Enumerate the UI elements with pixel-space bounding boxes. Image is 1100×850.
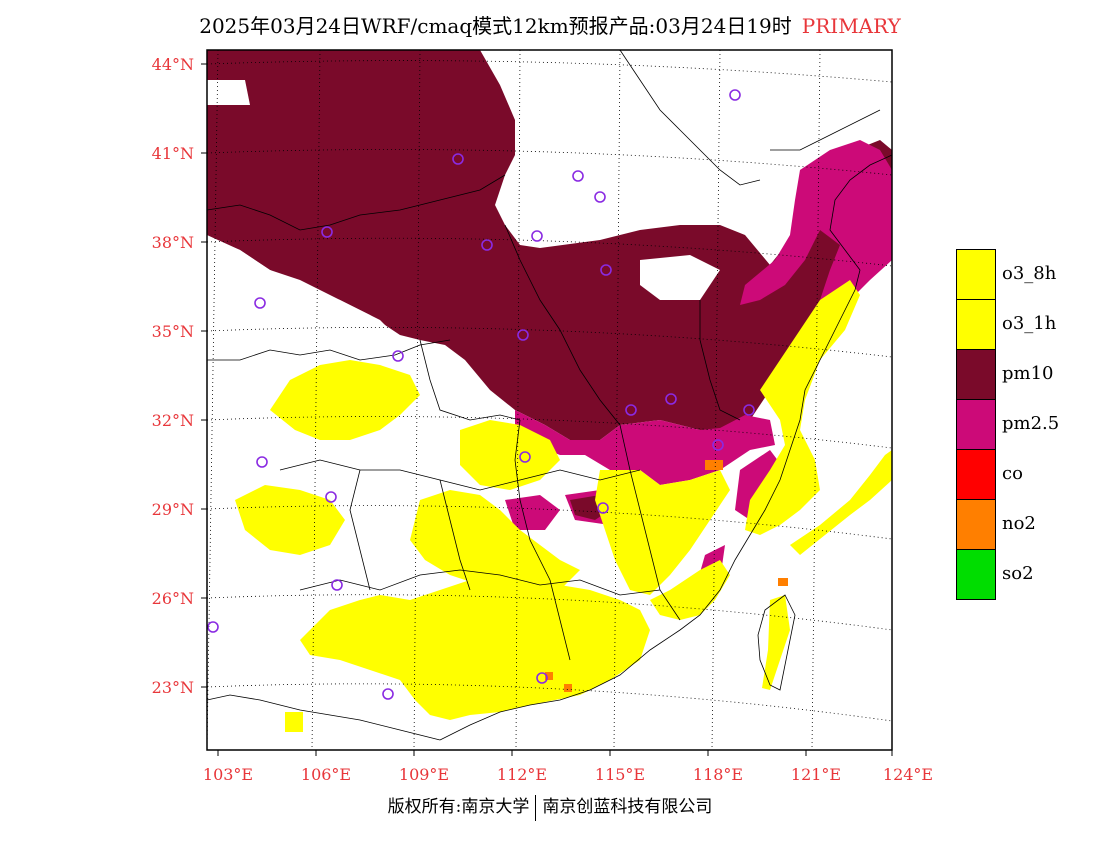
lon-label-115: 115°E <box>594 765 646 784</box>
lon-label-106: 106°E <box>300 765 352 784</box>
no2-patch-guangzhou <box>545 672 553 680</box>
clear-area-north <box>530 135 720 235</box>
station-marker <box>331 579 343 591</box>
station-marker <box>256 456 268 468</box>
lat-label-35: 35°N <box>151 322 194 341</box>
clear-area-shandong <box>640 255 720 300</box>
lat-label-29: 29°N <box>151 500 194 519</box>
lon-label-118: 118°E <box>692 765 744 784</box>
lon-label-103: 103°E <box>202 765 254 784</box>
o3-region-sichuan <box>270 360 420 440</box>
legend-label: co <box>1002 463 1023 484</box>
no2-patch-hongkong <box>564 684 572 692</box>
o3-region-eastcoast <box>745 280 860 535</box>
legend-label: o3_8h <box>1002 263 1057 284</box>
map-frame <box>206 49 893 751</box>
legend-label: so2 <box>1002 563 1034 584</box>
clear-area-west <box>207 235 400 360</box>
title-text: 2025年03月24日WRF/cmaq模式12km预报产品:03月24日19时 <box>199 14 792 38</box>
lon-label-124: 124°E <box>882 765 934 784</box>
station-marker <box>594 191 606 203</box>
o3-region-yunnan <box>235 485 345 555</box>
station-marker <box>321 226 333 238</box>
o3-region-hubei <box>460 420 560 490</box>
lat-label-26: 26°N <box>151 589 194 608</box>
station-marker <box>254 297 266 309</box>
pm10-region <box>207 50 892 440</box>
pm25-region-northeast <box>740 140 892 320</box>
station-marker <box>743 404 755 416</box>
station-marker <box>712 439 724 451</box>
title-tag: PRIMARY <box>801 14 901 38</box>
station-marker <box>517 329 529 341</box>
legend-label: pm10 <box>1002 363 1054 384</box>
station-markers <box>207 89 755 700</box>
legend-label: o3_1h <box>1002 313 1057 334</box>
lat-label-38: 38°N <box>151 233 194 252</box>
legend-swatch <box>956 299 996 349</box>
o3-region-taiwan <box>762 595 790 690</box>
no2-patch-shanghai <box>705 460 723 470</box>
lon-label-121: 121°E <box>790 765 842 784</box>
legend-swatch <box>956 499 996 549</box>
lat-label-44: 44°N <box>151 55 194 74</box>
legend-swatch <box>956 449 996 499</box>
o3-region-jiangxi <box>595 470 730 595</box>
station-marker <box>729 89 741 101</box>
lon-label-112: 112°E <box>496 765 548 784</box>
lat-label-32: 32°N <box>151 411 194 430</box>
lat-label-41: 41°N <box>151 144 194 163</box>
pm25-region-jiangxi <box>505 495 560 530</box>
no2-patch-taiwan <box>778 578 788 586</box>
lat-label-23: 23°N <box>151 678 194 697</box>
station-marker <box>625 404 637 416</box>
station-marker <box>572 170 584 182</box>
legend-swatch <box>956 249 996 299</box>
station-marker <box>207 621 219 633</box>
o3-region-eastsea <box>790 450 892 555</box>
station-marker <box>382 688 394 700</box>
station-marker <box>600 264 612 276</box>
station-marker <box>519 451 531 463</box>
station-marker <box>536 672 548 684</box>
station-marker <box>392 350 404 362</box>
o3-region-south <box>300 575 650 720</box>
station-marker <box>325 491 337 503</box>
o3-region-hainan <box>285 712 303 732</box>
station-marker <box>452 153 464 165</box>
province-boundaries <box>207 50 892 741</box>
legend-label: no2 <box>1002 513 1036 534</box>
legend-swatch <box>956 349 996 399</box>
station-marker <box>665 393 677 405</box>
legend-swatch <box>956 549 996 600</box>
legend-label: pm2.5 <box>1002 413 1060 434</box>
o3-region-guizhou <box>410 490 580 590</box>
map-title: 2025年03月24日WRF/cmaq模式12km预报产品:03月24日19时 P… <box>0 10 1100 39</box>
credit-owner: 版权所有:南京大学 <box>387 797 530 817</box>
axis-ticks <box>201 63 893 756</box>
credit-company: 南京创蓝科技有限公司 <box>542 797 713 817</box>
graticule <box>207 50 892 750</box>
lon-label-109: 109°E <box>398 765 450 784</box>
station-marker <box>531 230 543 242</box>
station-marker <box>481 239 493 251</box>
credit-separator <box>535 794 537 821</box>
credit-line: 版权所有:南京大学 南京创蓝科技有限公司 <box>0 792 1100 821</box>
legend-swatch <box>956 399 996 449</box>
station-marker <box>597 502 609 514</box>
clear-area-topleft <box>207 80 250 105</box>
